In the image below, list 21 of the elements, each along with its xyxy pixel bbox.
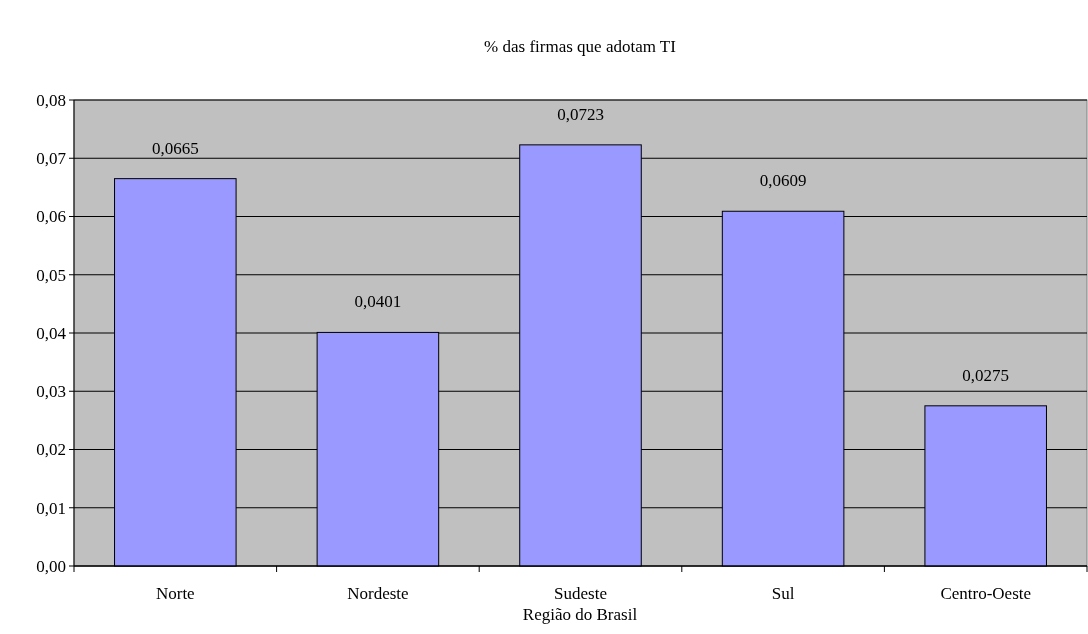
y-tick-label: 0,06: [36, 207, 66, 227]
x-axis-title: Região do Brasil: [522, 605, 638, 624]
x-tick-label: Sudeste: [554, 584, 607, 603]
chart-title: % das firmas que adotam TI: [484, 37, 677, 56]
x-tick-label: Norte: [155, 584, 195, 603]
y-tick-label: 0,07: [36, 149, 67, 169]
x-tick-label: Sul: [771, 584, 795, 603]
y-tick-label: 0,02: [36, 440, 66, 460]
y-tick-label: 0,05: [36, 265, 66, 285]
y-tick-label: 0,01: [36, 498, 66, 518]
data-label: 0,0275: [962, 365, 1010, 385]
x-tick-label: Nordeste: [347, 584, 409, 603]
y-tick-label: 0,08: [36, 90, 66, 110]
y-tick-label: 0,04: [36, 323, 67, 343]
data-label: 0,0401: [354, 292, 402, 312]
data-label: 0,0609: [759, 171, 807, 191]
y-tick-label: 0,03: [36, 382, 66, 402]
data-label: 0,0665: [151, 138, 199, 158]
data-label: 0,0723: [557, 104, 604, 124]
y-tick-label: 0,00: [36, 556, 66, 576]
x-tick-label: Centro-Oeste: [940, 584, 1032, 603]
